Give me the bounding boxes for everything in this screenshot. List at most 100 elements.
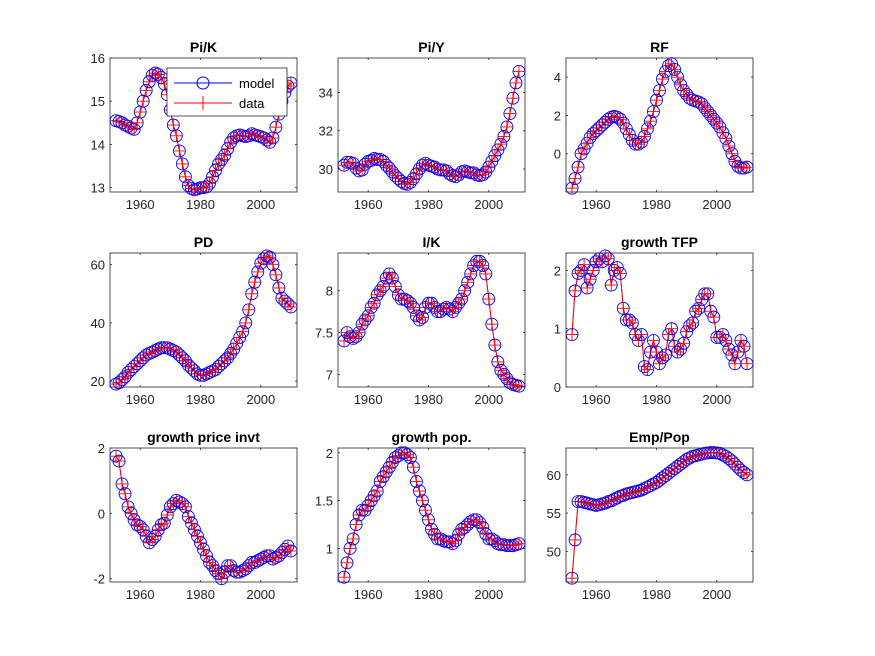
data-point [284, 544, 297, 557]
y-tick-label: 8 [326, 284, 333, 299]
data-point [401, 294, 414, 307]
x-tick-label: 2000 [702, 587, 731, 602]
data-point [740, 468, 753, 481]
data-point [152, 68, 165, 81]
data-point [626, 316, 639, 329]
data-point [707, 311, 720, 324]
data-point [173, 144, 186, 157]
data-point [176, 351, 189, 364]
data-point [218, 354, 231, 367]
x-tick-label: 1980 [414, 587, 443, 602]
data-point [614, 267, 627, 280]
data-point [449, 534, 462, 547]
x-tick-label: 1960 [354, 197, 383, 212]
panel-title: Emp/Pop [629, 429, 690, 445]
x-tick-label: 1980 [642, 587, 671, 602]
data-point [170, 129, 183, 142]
y-tick-label: 32 [319, 124, 333, 139]
data-point [269, 268, 282, 281]
y-tick-label: 16 [91, 51, 105, 66]
data-point [719, 132, 732, 145]
y-tick-label: 1 [326, 542, 333, 557]
x-tick-label: 1960 [582, 587, 611, 602]
data-point [638, 360, 651, 373]
data-point [272, 281, 285, 294]
x-tick-label: 2000 [246, 197, 275, 212]
data-point [218, 566, 231, 579]
data-point [491, 355, 504, 368]
data-point [605, 279, 618, 292]
data-point [623, 314, 636, 326]
y-tick-label: 1.5 [315, 494, 333, 509]
data-point [380, 159, 393, 172]
data-point [656, 73, 669, 86]
panel-i-k: I/K 1960 1980 2000 7 7.5 8 [315, 234, 526, 407]
x-tick-label: 2000 [246, 587, 275, 602]
data-point [485, 318, 498, 331]
y-tick-label: 7.5 [315, 326, 333, 341]
x-tick-label: 1960 [582, 392, 611, 407]
data-point [566, 328, 579, 341]
x-tick-label: 1960 [582, 197, 611, 212]
data-point [164, 500, 177, 513]
data-point [239, 316, 252, 329]
legend-data-label: data [239, 96, 265, 111]
panel-title: Pi/Y [418, 39, 445, 55]
data-point [134, 106, 147, 119]
y-tick-label: 2 [554, 263, 561, 278]
data-point [494, 138, 507, 151]
data-point [602, 252, 615, 265]
data-point [647, 334, 660, 347]
data-point [413, 314, 426, 326]
data-point [134, 520, 147, 533]
data-point [389, 280, 402, 293]
data-point [668, 63, 681, 76]
panel-pi-y: Pi/Y 1960 1980 2000 30 32 34 [319, 39, 526, 212]
panel-growth-price-invt: growth price invt 1960 1980 2000 -2 0 2 [93, 429, 298, 602]
data-point [569, 284, 582, 297]
data-point [221, 142, 234, 155]
data-point [182, 510, 195, 523]
data-point [455, 293, 468, 306]
panel-title: growth price invt [147, 429, 260, 445]
data-point [179, 500, 192, 513]
data-point [248, 276, 261, 289]
data-point [512, 65, 525, 78]
x-tick-label: 1960 [126, 587, 155, 602]
data-point [125, 507, 138, 520]
data-point [338, 571, 351, 584]
data-point [635, 328, 648, 341]
data-point [722, 140, 735, 153]
data-point [275, 546, 288, 559]
data-point [659, 348, 672, 361]
data-point [701, 287, 714, 300]
x-tick-label: 1980 [642, 197, 671, 212]
y-tick-label: 14 [91, 137, 105, 152]
data-point [188, 523, 201, 536]
y-tick-label: 13 [91, 181, 105, 196]
data-point [653, 84, 666, 97]
data-point [116, 477, 129, 490]
data-point [476, 521, 489, 534]
data-point [464, 267, 477, 280]
data-point [725, 147, 738, 160]
legend: model data [166, 67, 288, 117]
data-point [272, 549, 285, 562]
data-point [656, 351, 669, 364]
data-point [143, 75, 156, 88]
y-tick-label: 15 [91, 94, 105, 109]
data-point [215, 572, 228, 585]
data-point [263, 251, 276, 264]
data-point [140, 84, 153, 97]
data-point [176, 497, 189, 510]
data-point [161, 509, 174, 521]
data-point [368, 297, 381, 310]
panel-pd: PD 1960 1980 2000 20 40 60 [91, 234, 298, 407]
data-point [509, 76, 522, 89]
data-point [128, 123, 141, 136]
panel-growth-pop: growth pop. 1960 1980 2000 1 1.5 2 [315, 429, 526, 602]
data-point [284, 300, 297, 313]
data-point [200, 549, 213, 562]
data-point [488, 339, 501, 352]
data-point [476, 259, 489, 272]
